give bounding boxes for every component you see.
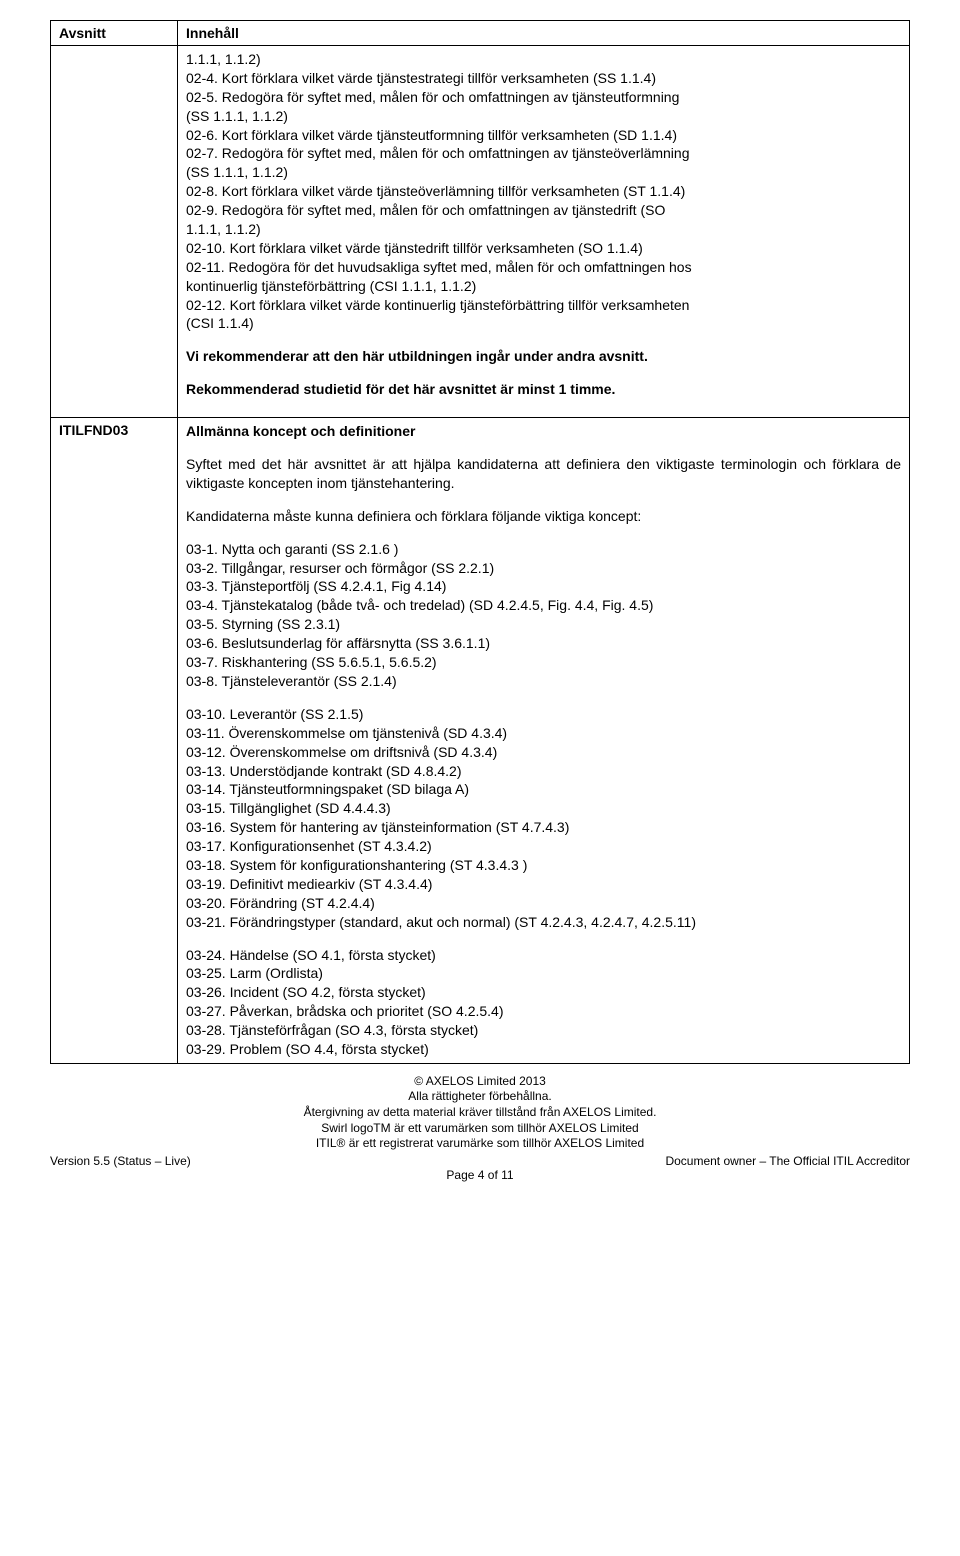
text-line: 02-7. Redogöra för syftet med, målen för… <box>186 144 901 163</box>
text-line: 03-12. Överenskommelse om driftsnivå (SD… <box>186 743 901 762</box>
text-line: 03-17. Konfigurationsenhet (ST 4.3.4.2) <box>186 837 901 856</box>
text-line: 03-24. Händelse (SO 4.1, första stycket) <box>186 946 901 965</box>
text-line: 03-20. Förändring (ST 4.2.4.4) <box>186 894 901 913</box>
text-line: 03-16. System för hantering av tjänstein… <box>186 818 901 837</box>
footer-swirl: Swirl logoTM är ett varumärken som tillh… <box>50 1121 910 1137</box>
text-line: 03-10. Leverantör (SS 2.1.5) <box>186 705 901 724</box>
text-line: 03-4. Tjänstekatalog (både två- och tred… <box>186 596 901 615</box>
footer-owner: Document owner – The Official ITIL Accre… <box>665 1154 910 1168</box>
text-line: 02-6. Kort förklara vilket värde tjänste… <box>186 126 901 145</box>
page-number: Page 4 of 11 <box>50 1168 910 1182</box>
section1-code-cell <box>51 46 178 418</box>
footer-itil: ITIL® är ett registrerat varumärke som t… <box>50 1136 910 1152</box>
text-line: 03-6. Beslutsunderlag för affärsnytta (S… <box>186 634 901 653</box>
text-line: 03-29. Problem (SO 4.4, första stycket) <box>186 1040 901 1059</box>
header-avsnitt: Avsnitt <box>51 21 178 46</box>
text-line: 03-18. System för konfigurationshanterin… <box>186 856 901 875</box>
text-line: 03-13. Understödjande kontrakt (SD 4.8.4… <box>186 762 901 781</box>
text-line: 03-26. Incident (SO 4.2, första stycket) <box>186 983 901 1002</box>
text-line: 03-7. Riskhantering (SS 5.6.5.1, 5.6.5.2… <box>186 653 901 672</box>
footer: © AXELOS Limited 2013 Alla rättigheter f… <box>50 1074 910 1152</box>
text-line: 03-5. Styrning (SS 2.3.1) <box>186 615 901 634</box>
text-line: 02-9. Redogöra för syftet med, målen för… <box>186 201 901 220</box>
text-line: 03-8. Tjänsteleverantör (SS 2.1.4) <box>186 672 901 691</box>
text-line: 02-4. Kort förklara vilket värde tjänste… <box>186 69 901 88</box>
text-line: 02-5. Redogöra för syftet med, målen för… <box>186 88 901 107</box>
section2-intro: Syftet med det här avsnittet är att hjäl… <box>186 455 901 493</box>
text-line: 03-28. Tjänsteförfrågan (SO 4.3, första … <box>186 1021 901 1040</box>
text-line: 1.1.1, 1.1.2) <box>186 50 901 69</box>
footer-reproduction: Återgivning av detta material kräver til… <box>50 1105 910 1121</box>
text-line: 03-15. Tillgänglighet (SD 4.4.4.3) <box>186 799 901 818</box>
text-line: 03-19. Definitivt mediearkiv (ST 4.3.4.4… <box>186 875 901 894</box>
section2-title: Allmänna koncept och definitioner <box>186 422 901 441</box>
text-line: 1.1.1, 1.1.2) <box>186 220 901 239</box>
text-line: 03-2. Tillgångar, resurser och förmågor … <box>186 559 901 578</box>
text-line: 03-1. Nytta och garanti (SS 2.1.6 ) <box>186 540 901 559</box>
footer-rights: Alla rättigheter förbehållna. <box>50 1089 910 1105</box>
text-line: (SS 1.1.1, 1.1.2) <box>186 107 901 126</box>
study-time-text: Rekommenderad studietid för det här avsn… <box>186 380 901 399</box>
text-line: 03-11. Överenskommelse om tjänstenivå (S… <box>186 724 901 743</box>
text-line: 02-11. Redogöra för det huvudsakliga syf… <box>186 258 901 277</box>
footer-copyright: © AXELOS Limited 2013 <box>50 1074 910 1090</box>
text-line: kontinuerlig tjänsteförbättring (CSI 1.1… <box>186 277 901 296</box>
text-line: 03-27. Påverkan, brådska och prioritet (… <box>186 1002 901 1021</box>
text-line: 03-3. Tjänsteportfölj (SS 4.2.4.1, Fig 4… <box>186 577 901 596</box>
text-line: 02-8. Kort förklara vilket värde tjänste… <box>186 182 901 201</box>
text-line: 02-12. Kort förklara vilket värde kontin… <box>186 296 901 315</box>
text-line: 02-10. Kort förklara vilket värde tjänst… <box>186 239 901 258</box>
text-line: 03-14. Tjänsteutformningspaket (SD bilag… <box>186 780 901 799</box>
section2-code: ITILFND03 <box>51 418 178 1064</box>
text-line: (CSI 1.1.4) <box>186 314 901 333</box>
text-line: 03-25. Larm (Ordlista) <box>186 964 901 983</box>
syllabus-table: Avsnitt Innehåll 1.1.1, 1.1.2) 02-4. Kor… <box>50 20 910 1064</box>
text-line: 03-21. Förändringstyper (standard, akut … <box>186 913 901 932</box>
section2-content-cell: Allmänna koncept och definitioner Syftet… <box>178 418 910 1064</box>
recommendation-text: Vi rekommenderar att den här utbildninge… <box>186 347 901 366</box>
section1-content-cell: 1.1.1, 1.1.2) 02-4. Kort förklara vilket… <box>178 46 910 418</box>
footer-version: Version 5.5 (Status – Live) <box>50 1154 191 1168</box>
header-innehall: Innehåll <box>178 21 910 46</box>
text-line: (SS 1.1.1, 1.1.2) <box>186 163 901 182</box>
section2-intro2: Kandidaterna måste kunna definiera och f… <box>186 507 901 526</box>
